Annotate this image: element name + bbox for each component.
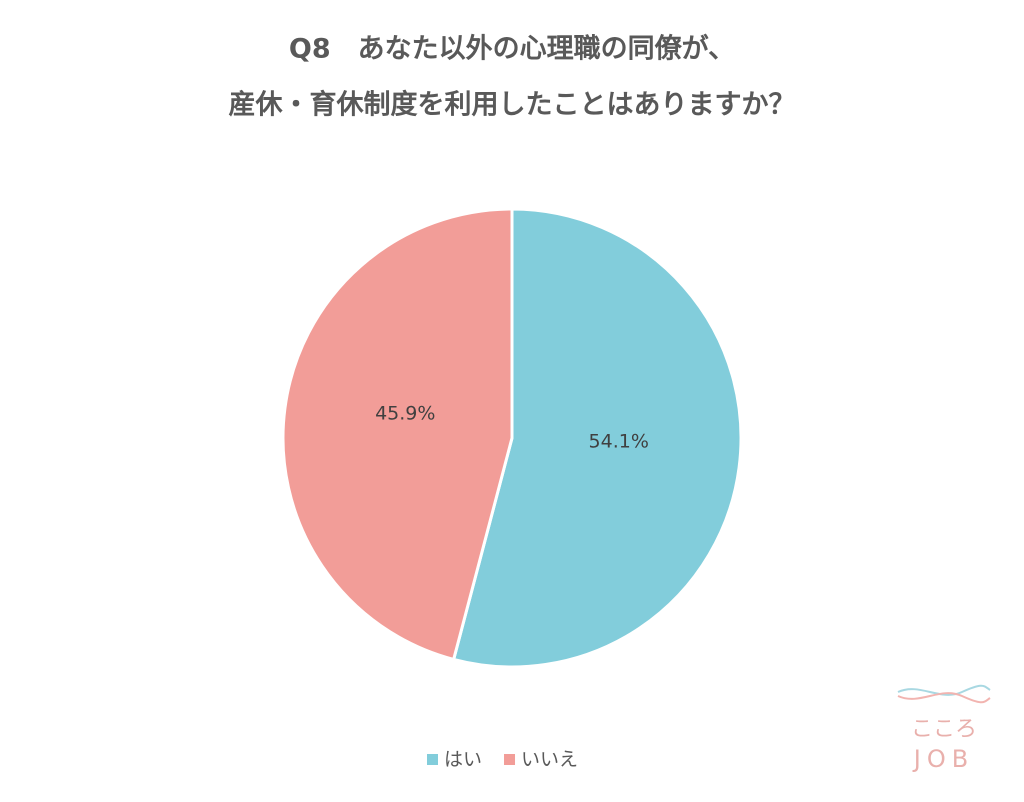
- legend-label: はい: [444, 749, 482, 771]
- logo-wave: [897, 692, 991, 704]
- legend-swatch: [504, 754, 516, 765]
- logo-wave: [897, 684, 991, 696]
- logo-text: こころ: [911, 717, 977, 742]
- value-label: 54.1%: [589, 430, 649, 452]
- legend-swatch: [427, 754, 438, 765]
- pie-slice: [281, 207, 514, 662]
- legend-label: いいえ: [521, 749, 578, 771]
- pie-slice: [451, 207, 743, 669]
- chart-title: 産休・育休制度を利用したことはありますか？: [229, 89, 796, 121]
- value-label: 45.9%: [375, 403, 435, 425]
- logo: こころ JOB: [897, 684, 991, 773]
- logo-text: JOB: [912, 745, 974, 773]
- chart-title: Q8 あなた以外の心理職の同僚が、: [289, 33, 735, 65]
